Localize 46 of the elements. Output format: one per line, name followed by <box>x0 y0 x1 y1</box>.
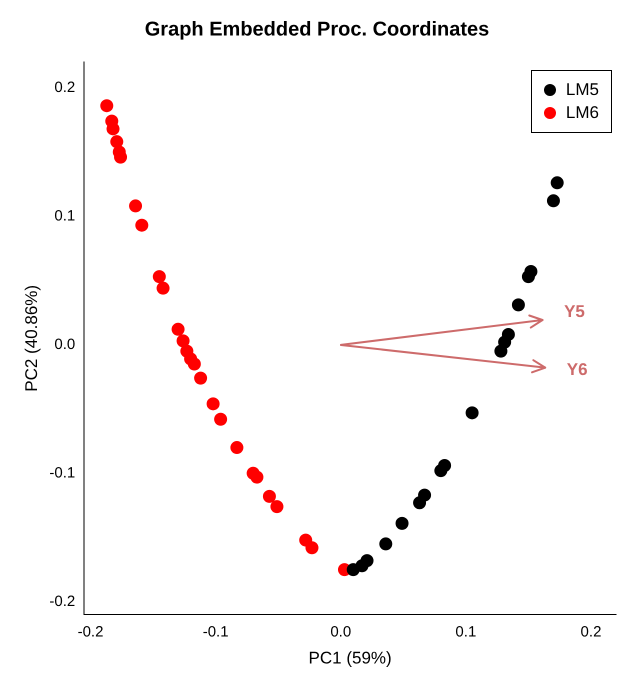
point <box>466 406 479 420</box>
annotation: Y6 <box>566 360 588 380</box>
legend-label: LM6 <box>566 103 599 123</box>
point <box>494 344 508 358</box>
point <box>379 537 392 550</box>
point <box>262 490 276 503</box>
point <box>152 270 166 284</box>
x-tick-label: 0.0 <box>330 624 352 641</box>
y-tick-label: 0.0 <box>54 336 76 353</box>
point <box>396 516 409 530</box>
x-tick-label: 0.1 <box>455 624 476 641</box>
x-tick-label: -0.2 <box>78 624 104 641</box>
point <box>305 541 318 554</box>
point <box>110 135 124 148</box>
point <box>194 372 208 385</box>
point <box>172 322 185 336</box>
point <box>129 199 142 212</box>
point <box>206 397 220 410</box>
point <box>214 412 228 426</box>
point <box>413 496 426 510</box>
point <box>230 441 244 454</box>
point <box>512 298 525 312</box>
point <box>135 218 148 232</box>
y-tick-label: -0.1 <box>49 464 76 482</box>
x-tick-label: -0.1 <box>202 624 229 641</box>
point <box>546 194 560 208</box>
point <box>106 122 120 136</box>
legend-label: LM5 <box>566 80 599 100</box>
point <box>100 99 114 112</box>
x-axis-title: PC1 (59%) <box>308 648 392 668</box>
y-tick-label: 0.1 <box>54 207 76 224</box>
x-tick-label: 0.2 <box>580 624 602 641</box>
y-tick-label: -0.2 <box>49 592 76 610</box>
chart-title: Graph Embedded Proc. Coordinates <box>144 18 490 41</box>
point <box>250 470 264 484</box>
point <box>156 282 170 295</box>
point <box>346 563 360 576</box>
point <box>550 176 564 190</box>
point <box>522 270 535 284</box>
annotation: Y5 <box>564 302 585 322</box>
point <box>270 500 284 514</box>
point <box>434 464 448 478</box>
point <box>188 358 201 371</box>
y-axis-title: PC2 (40.86%) <box>22 284 41 392</box>
y-tick-label: 0.2 <box>54 78 76 96</box>
point <box>176 334 190 348</box>
